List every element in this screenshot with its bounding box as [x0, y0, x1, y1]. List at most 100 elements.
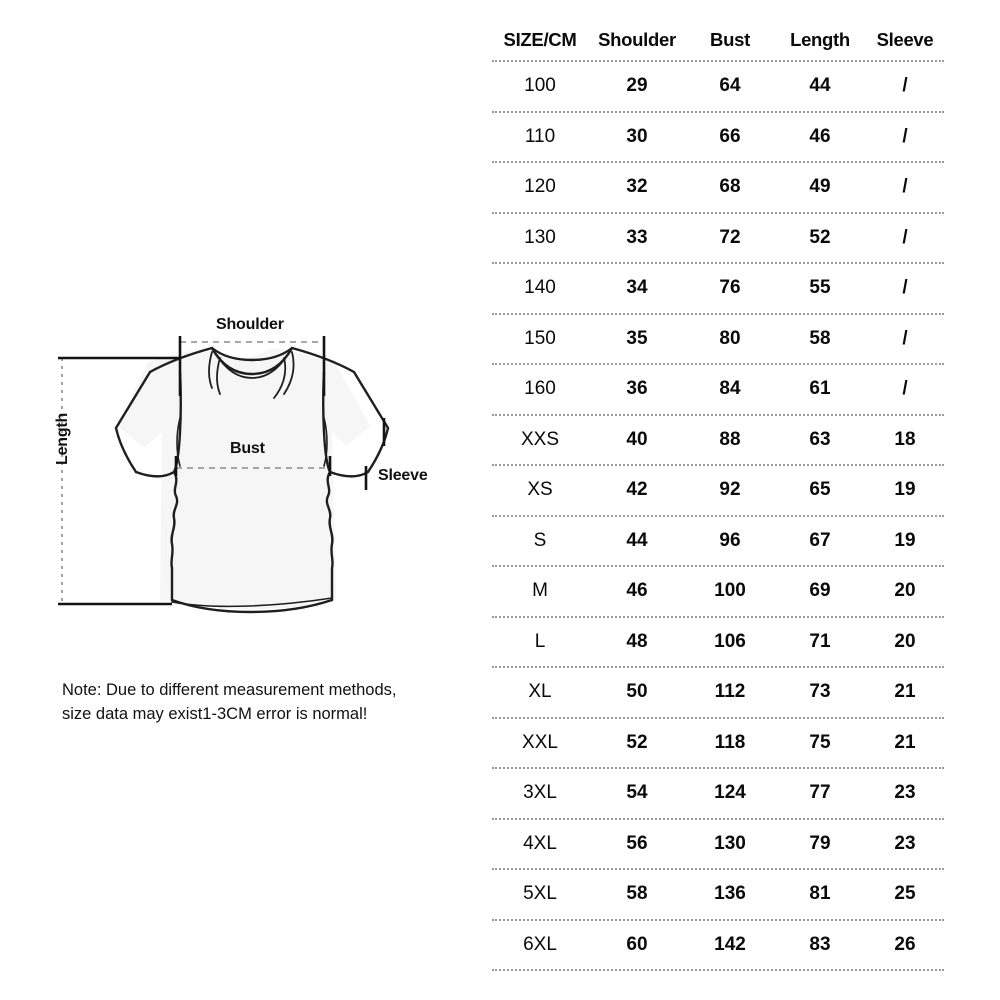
table-row: 6XL 60 142 83 26 [492, 921, 944, 971]
cell-sleeve: 25 [894, 883, 916, 905]
cell-sleeve: / [902, 226, 908, 248]
cell-length: 67 [809, 529, 831, 551]
table-row: 150 35 80 58 / [492, 315, 944, 365]
column-header-length: Length [790, 29, 850, 50]
cell-bust: 112 [714, 681, 746, 703]
cell-size: XS [527, 479, 553, 501]
cell-length: 81 [809, 883, 831, 905]
cell-size: 160 [524, 378, 556, 400]
table-row: 110 30 66 46 / [492, 113, 944, 163]
cell-length: 55 [809, 277, 831, 299]
table-row: XXL 52 118 75 21 [492, 719, 944, 769]
cell-shoulder: 48 [626, 630, 648, 652]
cell-shoulder: 46 [626, 580, 648, 602]
cell-shoulder: 58 [626, 883, 648, 905]
cell-shoulder: 60 [626, 933, 648, 955]
cell-shoulder: 35 [626, 327, 648, 349]
cell-length: 77 [809, 782, 831, 804]
table-row: 100 29 64 44 / [492, 62, 944, 113]
cell-sleeve: 21 [894, 731, 916, 753]
cell-shoulder: 42 [626, 479, 648, 501]
cell-sleeve: 21 [894, 681, 916, 703]
cell-sleeve: / [902, 176, 908, 198]
shoulder-measure-guide [178, 336, 326, 396]
cell-sleeve: 26 [894, 933, 916, 955]
cell-sleeve: 20 [894, 630, 916, 652]
diagram-label-bust: Bust [230, 440, 265, 457]
cell-sleeve: / [902, 277, 908, 299]
cell-sleeve: 18 [894, 428, 916, 450]
cell-shoulder: 40 [626, 428, 648, 450]
illustration-panel: Shoulder Bust Sleeve Length Note: Due to… [0, 0, 480, 1000]
cell-length: 83 [809, 933, 831, 955]
diagram-label-length: Length [54, 412, 71, 465]
cell-shoulder: 56 [626, 832, 648, 854]
column-header-sleeve: Sleeve [876, 29, 934, 50]
cell-bust: 124 [714, 782, 746, 804]
cell-size: 120 [524, 176, 556, 198]
cell-length: 65 [809, 479, 831, 501]
cell-shoulder: 52 [626, 731, 648, 753]
cell-sleeve: 20 [894, 580, 916, 602]
cell-length: 75 [809, 731, 831, 753]
note-line-1: Note: Due to different measurement metho… [62, 681, 397, 699]
table-row: L 48 106 71 20 [492, 618, 944, 668]
cell-shoulder: 32 [626, 176, 648, 198]
table-row: 3XL 54 124 77 23 [492, 769, 944, 820]
column-header-size: SIZE/CM [503, 29, 577, 50]
cell-sleeve: / [902, 327, 908, 349]
cell-length: 63 [809, 428, 831, 450]
cell-shoulder: 50 [626, 681, 648, 703]
cell-size: 150 [524, 327, 556, 349]
cell-bust: 142 [714, 933, 746, 955]
table-body: 100 29 64 44 / 110 30 66 46 / 120 32 68 49 / 130 33 72 52 /… [492, 62, 944, 971]
cell-size: S [533, 529, 547, 551]
diagram-label-shoulder: Shoulder [216, 316, 284, 333]
cell-shoulder: 34 [626, 277, 648, 299]
cell-shoulder: 36 [626, 378, 648, 400]
cell-length: 61 [809, 378, 831, 400]
cell-size: M [532, 580, 548, 602]
cell-size: 110 [524, 125, 556, 147]
cell-size: 3XL [523, 782, 557, 804]
cell-length: 44 [809, 75, 831, 97]
cell-length: 71 [809, 630, 831, 652]
cell-shoulder: 30 [626, 125, 648, 147]
cell-size: 6XL [523, 933, 557, 955]
cell-bust: 76 [719, 277, 741, 299]
table-row: XXS 40 88 63 18 [492, 416, 944, 466]
cell-size: 5XL [523, 883, 557, 905]
cell-length: 49 [809, 176, 831, 198]
cell-shoulder: 29 [626, 75, 648, 97]
cell-sleeve: 23 [894, 782, 916, 804]
table-row: 160 36 84 61 / [492, 365, 944, 416]
cell-sleeve: / [902, 125, 908, 147]
cell-bust: 72 [719, 226, 741, 248]
cell-bust: 64 [719, 75, 741, 97]
table-header-row: SIZE/CM Shoulder Bust Length Sleeve [492, 20, 944, 62]
cell-shoulder: 33 [626, 226, 648, 248]
cell-bust: 136 [714, 883, 746, 905]
cell-shoulder: 54 [626, 782, 648, 804]
cell-size: 140 [524, 277, 556, 299]
measurement-note: Note: Due to different measurement metho… [62, 678, 462, 726]
cell-bust: 130 [714, 832, 746, 854]
cell-length: 69 [809, 580, 831, 602]
cell-length: 73 [809, 681, 831, 703]
cell-sleeve: 19 [894, 479, 916, 501]
cell-size: 4XL [523, 832, 557, 854]
column-header-bust: Bust [710, 29, 750, 50]
table-row: XL 50 112 73 21 [492, 668, 944, 719]
table-row: S 44 96 67 19 [492, 517, 944, 567]
cell-bust: 118 [714, 731, 746, 753]
cell-size: 100 [524, 75, 556, 97]
cell-bust: 84 [719, 378, 741, 400]
tshirt-diagram [40, 300, 460, 660]
table-row: 130 33 72 52 / [492, 214, 944, 264]
cell-size: XXS [520, 428, 560, 450]
cell-bust: 92 [719, 479, 741, 501]
diagram-label-sleeve: Sleeve [378, 467, 428, 484]
cell-length: 58 [809, 327, 831, 349]
cell-shoulder: 44 [626, 529, 648, 551]
size-chart-table: SIZE/CM Shoulder Bust Length Sleeve 100 2… [492, 20, 944, 971]
